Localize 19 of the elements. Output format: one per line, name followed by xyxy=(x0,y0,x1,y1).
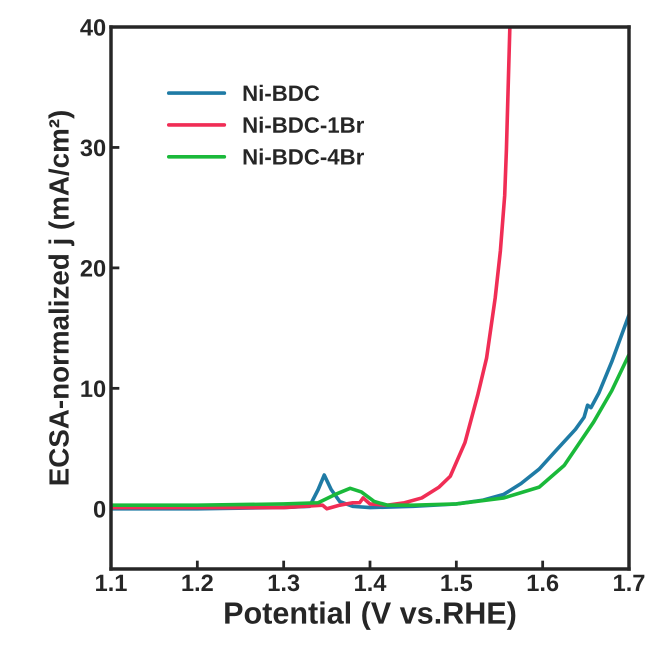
legend-label: Ni-BDC xyxy=(244,84,320,102)
y-tick-label: 10 xyxy=(81,380,106,398)
x-tick-label: 1.3 xyxy=(268,574,300,592)
x-tick-label: 1.1 xyxy=(96,574,127,591)
x-axis-title: Potential (V vs.RHE) xyxy=(225,601,516,630)
legend-label: Ni-BDC-4Br xyxy=(244,148,364,165)
x-tick-label: 1.2 xyxy=(182,574,213,591)
y-tick-label: 40 xyxy=(80,19,106,36)
y-tick-label: 30 xyxy=(80,140,106,156)
y-axis-title: ECSA-normalized j (mA/cm²) xyxy=(48,111,74,484)
y-tick-label: 0 xyxy=(94,500,106,518)
line-series xyxy=(111,27,512,511)
line-series xyxy=(111,352,629,507)
legend-label: Ni-BDC-1Br xyxy=(244,116,364,133)
x-tick-label: 1.4 xyxy=(355,574,386,591)
x-tick-label: 1.5 xyxy=(441,574,472,592)
x-tick-label: 1.7 xyxy=(614,574,644,591)
x-tick-label: 1.6 xyxy=(528,574,558,592)
y-tick-label: 20 xyxy=(80,260,106,277)
